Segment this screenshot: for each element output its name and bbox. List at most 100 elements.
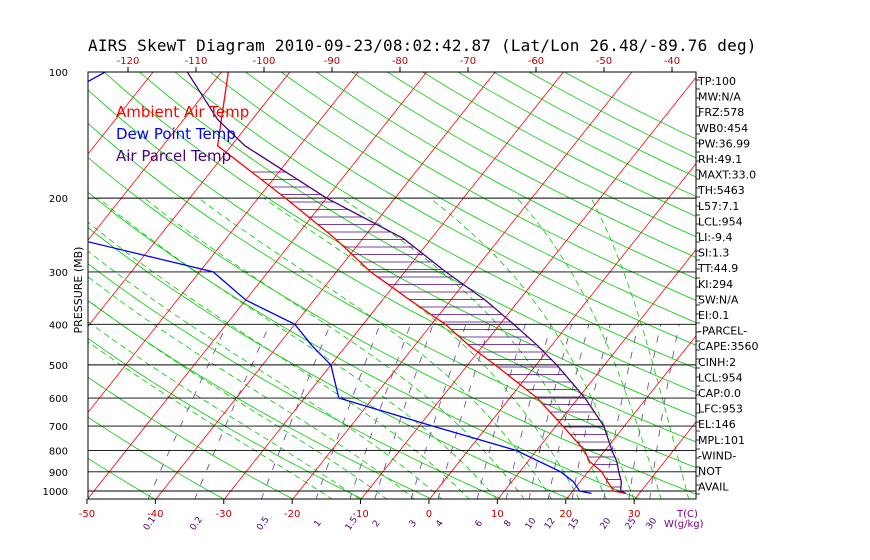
index-item: FRZ:578 — [698, 106, 744, 119]
index-item: CINH:2 — [698, 356, 736, 369]
x-tick-label: -50 — [79, 509, 95, 520]
top-tick-label: -100 — [253, 56, 276, 67]
axis-ticks — [86, 67, 700, 504]
x-tick-label: 30 — [628, 509, 641, 520]
isotherm-line — [88, 72, 154, 155]
mixing-ratio-tick-label: 1 — [312, 519, 323, 529]
dry-adiabat-line — [280, 72, 696, 301]
mixing-ratio-line — [194, 324, 271, 499]
mixing-ratio-line — [374, 324, 434, 499]
index-item: -WIND- — [698, 449, 736, 462]
y-tick-label: 200 — [49, 194, 68, 205]
index-item: -PARCEL- — [698, 325, 747, 338]
dry-adiabat-line — [422, 72, 696, 217]
saturated-adiabat-line — [263, 197, 580, 499]
dry-adiabat-line — [88, 263, 502, 499]
mixing-ratio-line — [315, 324, 381, 499]
x-tick-label: -40 — [147, 509, 163, 520]
mixing-ratio-tick-label: 8 — [503, 518, 515, 529]
top-tick-label: -110 — [185, 56, 208, 67]
index-item: LI:-9.4 — [698, 231, 733, 244]
saturated-adiabat-line — [98, 197, 498, 499]
mixing-ratio-tick-label: 0.5 — [255, 515, 271, 532]
index-item: WB0:454 — [698, 122, 748, 135]
y-tick-label: 700 — [49, 422, 68, 433]
index-item: KI:294 — [698, 278, 733, 291]
saturated-adiabat-line — [88, 299, 388, 499]
mixing-ratio-tick-label: 30 — [645, 516, 660, 531]
saturated-adiabat-line — [516, 197, 662, 499]
isotherms — [88, 72, 870, 500]
isotherm-line — [360, 76, 696, 499]
x-tick-label: -20 — [284, 509, 300, 520]
isotherm-line — [634, 421, 696, 499]
mixing-ratio-tick-label: 10 — [524, 516, 539, 531]
index-item: TP:100 — [697, 75, 736, 88]
indices-panel: TP:100 MW:N/A FRZ:578 WB0:454 PW:36.99 RH:49.… — [697, 75, 759, 494]
legend-entry: Ambient Air Temp — [116, 103, 249, 121]
dry-adiabat-line — [316, 72, 696, 280]
index-item: LCL:954 — [698, 371, 743, 384]
mixing-ratio-line — [603, 324, 639, 499]
mixing-ratio-line — [505, 324, 552, 499]
mixing-ratio-tick-label: 4 — [434, 518, 446, 529]
saturated-adiabat-line — [88, 250, 443, 499]
isotherm-line — [839, 72, 870, 500]
index-item: L57:7.1 — [698, 200, 739, 213]
x-tick-label: 20 — [559, 509, 572, 520]
saturated-adiabat-line — [429, 197, 635, 499]
mixing-ratio-tick-label: 6 — [474, 518, 486, 529]
dry-adiabat-line — [351, 72, 696, 258]
mixing-ratio-tick-label: 0.2 — [189, 515, 205, 532]
index-item: MPL:101 — [698, 434, 745, 447]
isotherm-line — [292, 72, 633, 499]
saturated-adiabat-line — [88, 221, 470, 499]
y-tick-label: 500 — [49, 361, 68, 372]
top-temperature-tick-labels: -120 -110 -100 -90 -80 -70 -60 -50 -40 — [117, 56, 681, 67]
isotherm-line — [88, 72, 359, 414]
legend-entry: Air Parcel Temp — [116, 147, 231, 165]
index-item: MW:N/A — [698, 91, 741, 104]
isotherm-line — [429, 162, 696, 499]
top-tick-label: -70 — [460, 56, 476, 67]
x-tick-label: -10 — [352, 509, 368, 520]
dry-adiabat-line — [88, 457, 156, 499]
dry-adiabat-line — [210, 72, 696, 346]
y-tick-label: 900 — [49, 468, 68, 479]
dry-adiabat-line — [88, 376, 294, 499]
y-tick-label: 800 — [49, 446, 68, 457]
index-item: RH:49.1 — [698, 153, 742, 166]
mixing-ratio-line — [349, 324, 411, 499]
index-item: SW:N/A — [698, 293, 739, 306]
dry-adiabat-line — [88, 337, 364, 499]
isotherm-line — [771, 72, 870, 500]
dry-adiabat-line — [139, 72, 696, 393]
index-item: MAXT:33.0 — [698, 169, 756, 182]
x-axis-unit-label: T(C) — [676, 509, 698, 520]
index-item: SI:1.3 — [698, 247, 729, 260]
saturated-adiabat-line — [143, 197, 525, 499]
y-tick-label: 300 — [49, 268, 68, 279]
top-tick-label: -90 — [324, 56, 340, 67]
mixing-ratio-tick-label: 2 — [371, 519, 382, 529]
saturated-adiabat-line — [590, 197, 690, 499]
series-line-dew-point-temp — [88, 72, 592, 495]
mixing-ratio-line — [476, 324, 526, 499]
dry-adiabat-line — [88, 157, 696, 495]
index-item: CAPE:3560 — [698, 340, 759, 353]
top-tick-label: -120 — [117, 56, 140, 67]
index-item: PW:36.99 — [698, 137, 750, 150]
isotherm-line — [88, 72, 427, 499]
index-item: EL:146 — [698, 418, 736, 431]
series-line-ambient-air-temp — [216, 72, 626, 495]
index-item: AVAIL — [698, 481, 729, 494]
x-tick-label: 10 — [491, 509, 504, 520]
index-item: NOT — [698, 465, 722, 478]
dry-adiabat-line — [457, 72, 696, 197]
x-tick-label: 0 — [426, 509, 432, 520]
y-tick-label: 1000 — [43, 487, 68, 498]
legend-entry: Dew Point Temp — [116, 125, 236, 143]
dry-adiabat-line — [88, 300, 433, 499]
plot-frame — [87, 71, 697, 500]
